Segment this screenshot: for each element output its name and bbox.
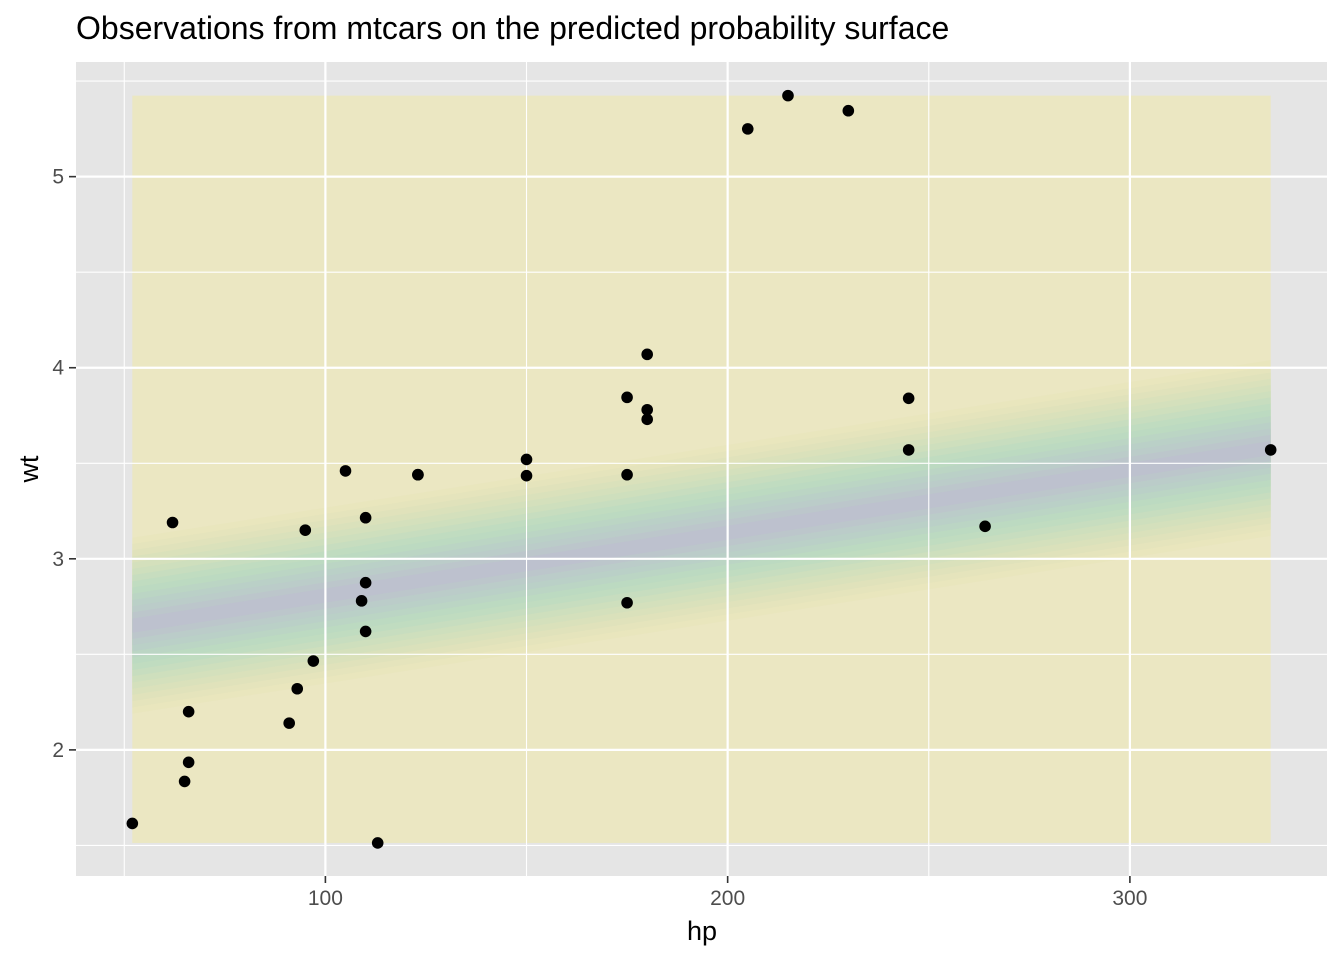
data-point bbox=[520, 469, 533, 482]
grid-lines bbox=[76, 62, 1327, 876]
data-point bbox=[520, 453, 533, 466]
surface-band bbox=[132, 372, 1271, 702]
y-tick-label: 3 bbox=[52, 548, 64, 571]
data-point bbox=[902, 444, 915, 456]
data-point bbox=[182, 756, 195, 769]
y-axis: 2 3 4 5 bbox=[52, 166, 76, 762]
data-point bbox=[359, 625, 372, 638]
surface-band bbox=[132, 434, 1271, 639]
surface-band bbox=[132, 366, 1271, 708]
surface-band bbox=[132, 416, 1271, 658]
data-point bbox=[299, 524, 312, 536]
surface-band bbox=[132, 378, 1271, 695]
data-point bbox=[166, 516, 179, 529]
data-point bbox=[621, 596, 633, 609]
surface-background bbox=[132, 95, 1271, 843]
surface-band bbox=[132, 440, 1271, 633]
data-point bbox=[339, 465, 352, 477]
surface-band bbox=[132, 409, 1271, 664]
probability-surface bbox=[132, 95, 1271, 843]
data-point bbox=[741, 123, 754, 135]
data-point bbox=[355, 595, 368, 607]
surface-band bbox=[132, 360, 1271, 714]
data-point bbox=[641, 348, 653, 361]
y-tick-label: 4 bbox=[52, 357, 64, 380]
data-point bbox=[641, 413, 653, 426]
data-point bbox=[291, 682, 304, 695]
data-point bbox=[371, 837, 384, 849]
y-tick-label: 5 bbox=[52, 166, 64, 189]
surface-band bbox=[132, 428, 1271, 646]
data-point bbox=[621, 391, 633, 404]
data-point bbox=[1264, 444, 1277, 456]
data-point bbox=[182, 705, 195, 718]
y-axis-title: wt bbox=[14, 455, 44, 483]
data-point bbox=[902, 392, 915, 405]
surface-band bbox=[132, 384, 1271, 689]
x-tick-label: 200 bbox=[710, 887, 745, 910]
x-axis: 100 200 300 bbox=[308, 876, 1147, 910]
y-tick-label: 2 bbox=[52, 739, 64, 762]
data-point bbox=[283, 717, 295, 729]
data-points bbox=[126, 89, 1277, 849]
data-point bbox=[359, 576, 372, 589]
data-point bbox=[412, 468, 424, 481]
x-axis-title: hp bbox=[687, 916, 717, 946]
data-point bbox=[359, 511, 372, 524]
data-point bbox=[621, 468, 633, 481]
data-point bbox=[782, 89, 794, 102]
surface-band bbox=[132, 397, 1271, 677]
data-point bbox=[641, 403, 653, 416]
surface-band bbox=[132, 391, 1271, 683]
chart-title: Observations from mtcars on the predicte… bbox=[76, 10, 949, 46]
data-point bbox=[178, 775, 191, 788]
data-point bbox=[126, 817, 139, 830]
x-tick-label: 300 bbox=[1112, 887, 1147, 910]
surface-band bbox=[132, 403, 1271, 671]
data-point bbox=[307, 655, 320, 667]
surface-band bbox=[132, 422, 1271, 652]
x-tick-label: 100 bbox=[308, 887, 343, 910]
data-point bbox=[842, 104, 855, 117]
data-point bbox=[979, 520, 991, 533]
